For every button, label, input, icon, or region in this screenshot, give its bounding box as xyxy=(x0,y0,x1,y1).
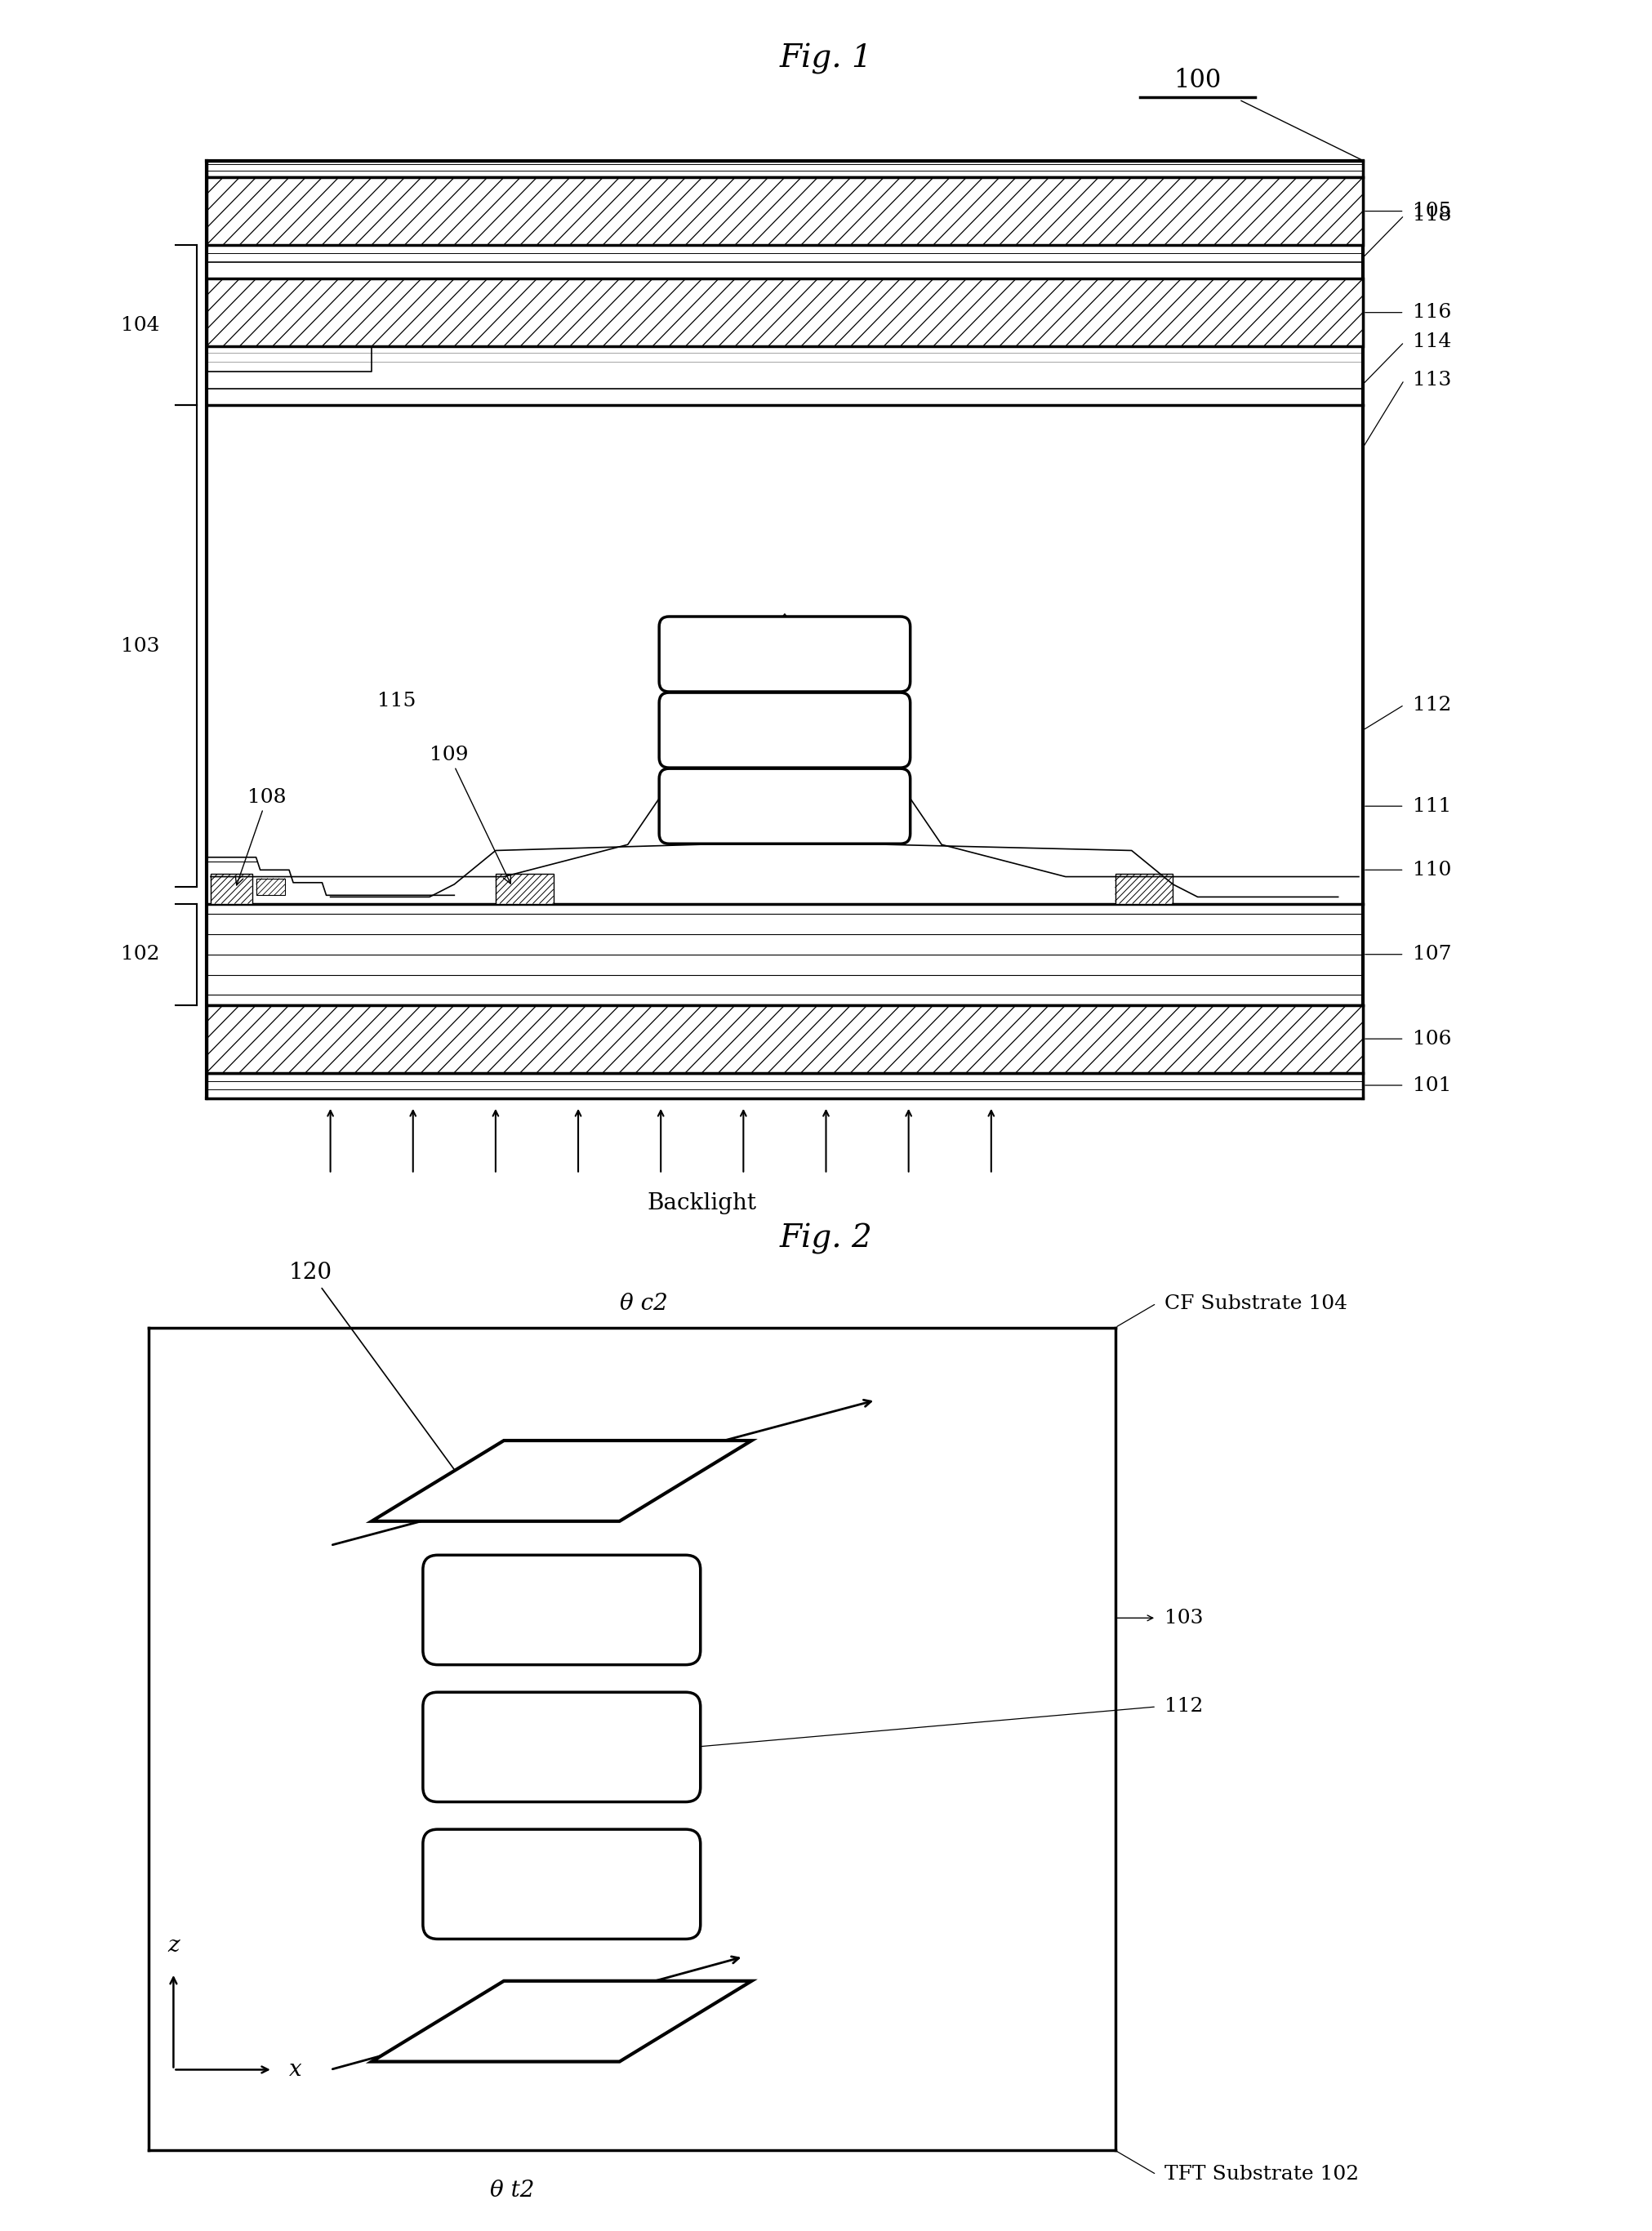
Text: 108: 108 xyxy=(235,788,286,886)
Text: 120: 120 xyxy=(289,1263,461,1479)
Polygon shape xyxy=(256,879,284,895)
Polygon shape xyxy=(206,279,1363,346)
Text: θ t2: θ t2 xyxy=(491,2180,534,2202)
Polygon shape xyxy=(372,1981,752,2061)
Text: 114: 114 xyxy=(1412,332,1450,352)
Polygon shape xyxy=(1115,875,1173,904)
Text: z: z xyxy=(167,1934,180,1957)
Text: 112: 112 xyxy=(1412,696,1450,714)
Text: Fig. 2: Fig. 2 xyxy=(780,1223,872,1254)
Text: 103: 103 xyxy=(1165,1609,1203,1626)
Text: 118: 118 xyxy=(1412,205,1450,225)
FancyBboxPatch shape xyxy=(659,616,910,692)
FancyBboxPatch shape xyxy=(659,692,910,767)
Polygon shape xyxy=(496,875,553,904)
Text: θ c2: θ c2 xyxy=(620,1292,667,1314)
Text: 101: 101 xyxy=(1412,1075,1450,1095)
Text: 111: 111 xyxy=(1412,796,1450,817)
Text: TFT Substrate 102: TFT Substrate 102 xyxy=(1165,2164,1360,2184)
FancyBboxPatch shape xyxy=(659,767,910,843)
Text: 112: 112 xyxy=(1165,1698,1203,1716)
FancyBboxPatch shape xyxy=(423,1829,700,1939)
Polygon shape xyxy=(372,1441,752,1522)
Text: 107: 107 xyxy=(1412,946,1450,964)
Text: 103: 103 xyxy=(121,636,159,656)
Text: 110: 110 xyxy=(1412,861,1450,879)
Polygon shape xyxy=(206,178,1363,245)
Text: Backlight: Backlight xyxy=(648,1194,757,1214)
Text: 100: 100 xyxy=(1175,67,1221,94)
Text: 106: 106 xyxy=(1412,1028,1450,1049)
Text: 115: 115 xyxy=(377,692,416,709)
Polygon shape xyxy=(206,161,1363,178)
Text: CF Substrate 104: CF Substrate 104 xyxy=(1165,1294,1348,1312)
Text: 105: 105 xyxy=(1412,201,1450,221)
FancyBboxPatch shape xyxy=(423,1555,700,1664)
Text: 109: 109 xyxy=(430,745,510,883)
Text: Fig. 1: Fig. 1 xyxy=(780,45,872,74)
Text: 116: 116 xyxy=(1412,303,1450,321)
Polygon shape xyxy=(211,875,251,904)
Polygon shape xyxy=(206,1004,1363,1073)
Polygon shape xyxy=(206,1073,1363,1098)
Text: 113: 113 xyxy=(1412,370,1450,390)
Text: x: x xyxy=(289,2059,302,2082)
FancyBboxPatch shape xyxy=(423,1691,700,1803)
Text: 104: 104 xyxy=(121,317,159,335)
Text: 102: 102 xyxy=(121,946,159,964)
